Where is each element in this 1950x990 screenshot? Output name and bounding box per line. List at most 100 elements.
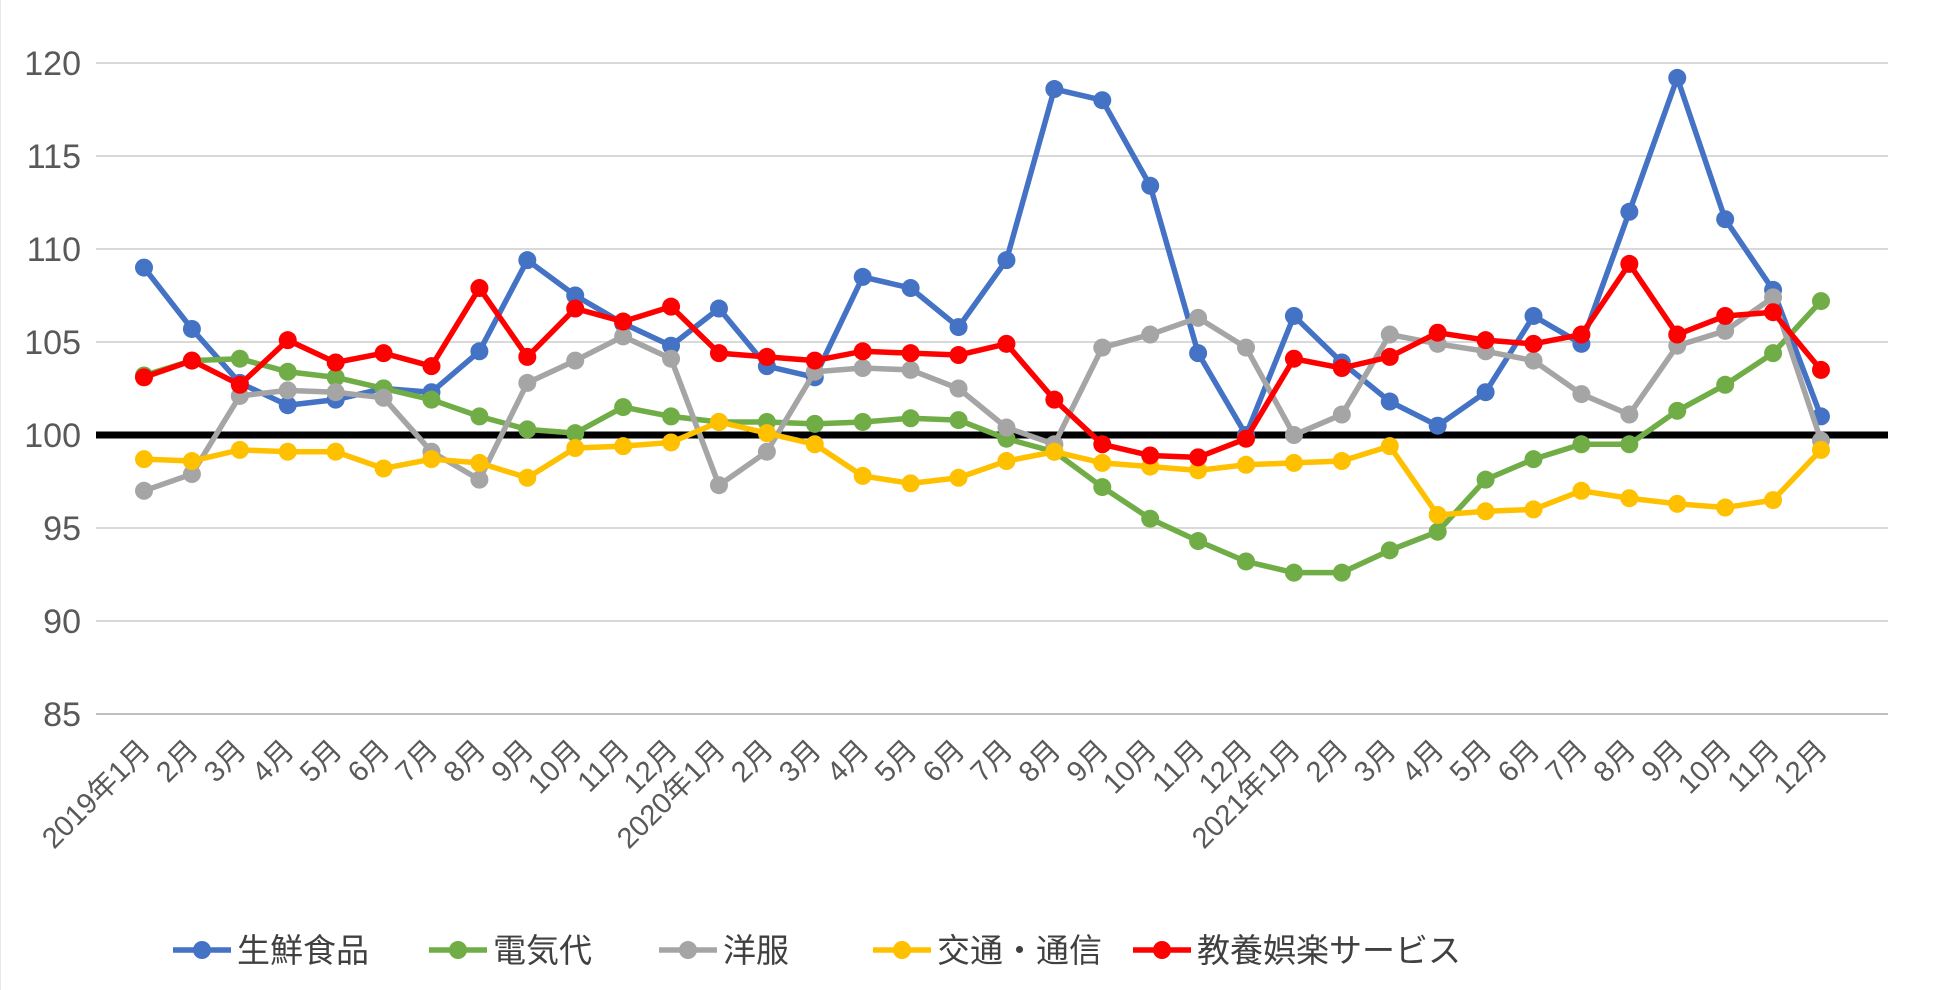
data-point-clothing: [1141, 325, 1160, 344]
data-point-transport-communication: [1332, 452, 1351, 471]
legend-label: 生鮮食品: [237, 932, 369, 969]
data-point-fresh-food: [949, 318, 968, 337]
data-point-culture-recreation-services: [662, 297, 681, 316]
data-point-transport-communication: [1476, 502, 1495, 521]
data-point-transport-communication: [1093, 453, 1112, 472]
legend-marker-icon: [449, 941, 467, 959]
legend-item-fresh-food: 生鮮食品: [173, 932, 369, 969]
data-point-electricity: [662, 407, 681, 426]
data-point-fresh-food: [1620, 202, 1639, 221]
data-point-culture-recreation-services: [1332, 359, 1351, 378]
data-point-fresh-food: [901, 279, 920, 298]
data-point-electricity: [1476, 470, 1495, 489]
x-tick-label: 3月: [1348, 734, 1403, 789]
data-point-culture-recreation-services: [326, 353, 345, 372]
data-point-culture-recreation-services: [1764, 303, 1783, 322]
data-point-transport-communication: [709, 412, 728, 431]
data-point-culture-recreation-services: [709, 344, 728, 363]
data-point-culture-recreation-services: [1620, 254, 1639, 273]
legend-marker-icon: [679, 941, 697, 959]
data-point-culture-recreation-services: [1141, 446, 1160, 465]
data-point-fresh-food: [1668, 68, 1687, 87]
data-point-culture-recreation-services: [1572, 325, 1591, 344]
data-point-transport-communication: [1237, 455, 1256, 474]
data-point-transport-communication: [422, 450, 441, 469]
x-tick-label: 6月: [1492, 734, 1547, 789]
y-tick-label: 110: [27, 231, 81, 269]
data-point-electricity: [1284, 563, 1303, 582]
data-point-culture-recreation-services: [135, 368, 153, 387]
data-point-fresh-food: [1716, 210, 1735, 229]
data-point-culture-recreation-services: [1668, 325, 1687, 344]
data-point-culture-recreation-services: [566, 299, 585, 318]
x-axis-labels: 2019年1月2月3月4月5月6月7月8月9月10月11月12月2020年1月2…: [36, 734, 1834, 855]
x-tick-label: 5月: [1444, 734, 1499, 789]
series-electricity: [135, 292, 1830, 582]
x-tick-label: 12月: [1768, 734, 1834, 800]
data-point-fresh-food: [853, 267, 872, 286]
data-point-electricity: [470, 407, 489, 426]
data-point-clothing: [1332, 405, 1351, 424]
y-tick-label: 105: [24, 324, 81, 362]
data-point-electricity: [1668, 401, 1687, 420]
data-point-culture-recreation-services: [470, 279, 489, 298]
x-tick-label: 11月: [1722, 734, 1786, 798]
data-point-transport-communication: [326, 442, 345, 461]
x-tick-label: 7月: [1540, 734, 1595, 789]
data-point-culture-recreation-services: [1237, 429, 1256, 448]
data-point-clothing: [518, 373, 537, 392]
data-point-clothing: [1237, 338, 1256, 357]
data-point-electricity: [518, 420, 537, 439]
data-point-fresh-food: [182, 319, 201, 338]
data-point-clothing: [135, 481, 153, 500]
data-point-electricity: [1524, 450, 1543, 469]
data-point-clothing: [757, 442, 776, 461]
data-point-electricity: [853, 412, 872, 431]
data-point-culture-recreation-services: [901, 344, 920, 363]
data-point-transport-communication: [1668, 494, 1687, 513]
x-tick-label: 4月: [246, 734, 301, 789]
legend-label: 教養娯楽サービス: [1197, 932, 1461, 969]
data-point-culture-recreation-services: [230, 375, 249, 394]
legend-marker-icon: [193, 941, 211, 959]
data-point-clothing: [374, 388, 393, 407]
x-tick-label: 2月: [725, 734, 780, 789]
gridlines: [96, 62, 1888, 715]
data-point-transport-communication: [997, 452, 1016, 471]
data-point-transport-communication: [1284, 453, 1303, 472]
y-axis-labels: 85 90 95 100 105 110 115 120: [24, 45, 81, 734]
data-point-culture-recreation-services: [1811, 360, 1830, 379]
legend-label: 交通・通信: [937, 932, 1102, 969]
data-point-fresh-food: [1093, 91, 1112, 110]
legend-item-clothing: 洋服: [659, 932, 789, 969]
data-point-culture-recreation-services: [1716, 306, 1735, 325]
data-point-transport-communication: [853, 466, 872, 485]
data-point-clothing: [566, 351, 585, 370]
data-point-fresh-food: [997, 251, 1016, 270]
data-point-electricity: [1189, 532, 1208, 551]
x-tick-label: 6月: [342, 734, 397, 789]
data-point-clothing: [1284, 426, 1303, 444]
data-point-clothing: [326, 383, 345, 402]
x-tick-label: 10月: [1097, 734, 1163, 800]
data-point-transport-communication: [662, 433, 681, 452]
legend: 生鮮食品 電気代 洋服 交通・通信 教養娯楽サービス: [173, 932, 1461, 969]
data-point-transport-communication: [901, 474, 920, 493]
data-point-electricity: [949, 411, 968, 430]
data-point-transport-communication: [1620, 489, 1639, 508]
x-tick-label: 10月: [522, 734, 588, 800]
data-point-transport-communication: [374, 459, 393, 478]
data-point-clothing: [1524, 351, 1543, 370]
data-point-electricity: [1428, 522, 1447, 541]
data-point-electricity: [614, 398, 633, 417]
data-point-electricity: [1620, 435, 1639, 454]
y-tick-label: 115: [27, 138, 81, 176]
legend-item-culture-recreation-services: 教養娯楽サービス: [1133, 932, 1461, 969]
data-point-clothing: [853, 359, 872, 378]
legend-item-electricity: 電気代: [429, 932, 592, 969]
data-point-culture-recreation-services: [182, 351, 201, 370]
x-tick-label: 8月: [438, 734, 493, 789]
data-point-clothing: [901, 360, 920, 379]
